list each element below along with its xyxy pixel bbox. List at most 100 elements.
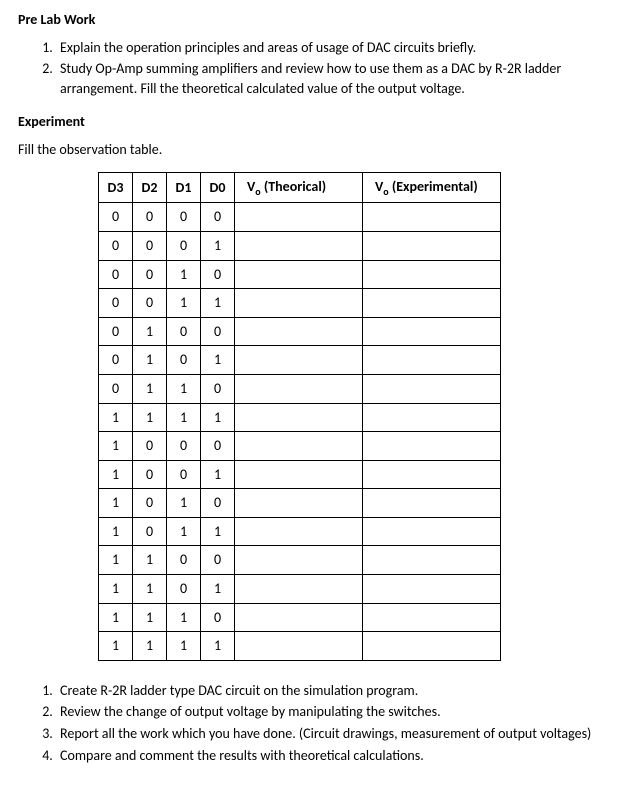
cell-vo-theorical xyxy=(235,403,363,432)
cell-d1: 1 xyxy=(167,489,201,518)
table-row: 1101 xyxy=(99,575,501,604)
cell-d3: 1 xyxy=(99,517,133,546)
cell-vo-experimental xyxy=(363,489,501,518)
cell-d1: 0 xyxy=(167,575,201,604)
experiment-heading: Experiment xyxy=(18,112,609,132)
table-row: 0001 xyxy=(99,231,501,260)
cell-d0: 0 xyxy=(201,603,235,632)
cell-d3: 1 xyxy=(99,603,133,632)
cell-d2: 0 xyxy=(133,489,167,518)
cell-d3: 1 xyxy=(99,546,133,575)
col-d2-header: D2 xyxy=(133,172,167,203)
cell-d3: 0 xyxy=(99,289,133,318)
cell-vo-experimental xyxy=(363,460,501,489)
cell-vo-theorical xyxy=(235,460,363,489)
cell-vo-theorical xyxy=(235,546,363,575)
cell-vo-experimental xyxy=(363,632,501,661)
cell-d3: 0 xyxy=(99,346,133,375)
table-row: 1110 xyxy=(99,603,501,632)
cell-d3: 0 xyxy=(99,231,133,260)
table-row: 0100 xyxy=(99,317,501,346)
col-vo-theorical-header: Vo (Theorical) xyxy=(235,172,363,203)
prelab-heading: Pre Lab Work xyxy=(18,10,609,30)
cell-vo-experimental xyxy=(363,203,501,232)
experiment-step: Review the change of output voltage by m… xyxy=(56,702,609,722)
cell-vo-experimental xyxy=(363,260,501,289)
cell-d0: 1 xyxy=(201,460,235,489)
cell-vo-experimental xyxy=(363,231,501,260)
cell-d3: 0 xyxy=(99,317,133,346)
col-d1-header: D1 xyxy=(167,172,201,203)
cell-vo-theorical xyxy=(235,260,363,289)
table-row: 1000 xyxy=(99,432,501,461)
cell-d2: 0 xyxy=(133,260,167,289)
col-d3-header: D3 xyxy=(99,172,133,203)
prelab-item: Study Op-Amp summing amplifiers and revi… xyxy=(56,59,609,98)
cell-vo-theorical xyxy=(235,632,363,661)
cell-vo-experimental xyxy=(363,575,501,604)
cell-d1: 0 xyxy=(167,346,201,375)
cell-vo-theorical xyxy=(235,203,363,232)
cell-d3: 1 xyxy=(99,632,133,661)
cell-vo-experimental xyxy=(363,432,501,461)
prelab-item: Explain the operation principles and are… xyxy=(56,38,609,58)
table-row: 1111 xyxy=(99,403,501,432)
cell-vo-theorical xyxy=(235,489,363,518)
cell-vo-theorical xyxy=(235,517,363,546)
cell-d3: 0 xyxy=(99,374,133,403)
table-row: 0010 xyxy=(99,260,501,289)
experiment-section: Experiment Fill the observation table. D… xyxy=(18,112,609,765)
cell-d0: 0 xyxy=(201,489,235,518)
cell-d0: 0 xyxy=(201,317,235,346)
cell-d3: 0 xyxy=(99,203,133,232)
table-row: 0101 xyxy=(99,346,501,375)
cell-d0: 0 xyxy=(201,546,235,575)
cell-d1: 0 xyxy=(167,460,201,489)
cell-vo-experimental xyxy=(363,603,501,632)
cell-d1: 0 xyxy=(167,546,201,575)
cell-vo-theorical xyxy=(235,603,363,632)
cell-d2: 1 xyxy=(133,575,167,604)
col-vo-experimental-header: Vo (Experimental) xyxy=(363,172,501,203)
experiment-step: Create R-2R ladder type DAC circuit on t… xyxy=(56,681,609,701)
cell-d1: 0 xyxy=(167,317,201,346)
cell-d3: 1 xyxy=(99,403,133,432)
cell-d2: 0 xyxy=(133,460,167,489)
cell-d3: 1 xyxy=(99,460,133,489)
table-row: 1011 xyxy=(99,517,501,546)
cell-d2: 0 xyxy=(133,203,167,232)
cell-d3: 1 xyxy=(99,489,133,518)
cell-vo-experimental xyxy=(363,546,501,575)
cell-d1: 0 xyxy=(167,231,201,260)
cell-vo-theorical xyxy=(235,346,363,375)
prelab-section: Pre Lab Work Explain the operation princ… xyxy=(18,10,609,98)
cell-d1: 1 xyxy=(167,517,201,546)
cell-vo-experimental xyxy=(363,317,501,346)
cell-d0: 1 xyxy=(201,632,235,661)
vo-th-suffix: (Theorical) xyxy=(261,178,326,195)
cell-d0: 0 xyxy=(201,374,235,403)
cell-d3: 1 xyxy=(99,575,133,604)
cell-d0: 1 xyxy=(201,289,235,318)
experiment-steps-list: Create R-2R ladder type DAC circuit on t… xyxy=(18,681,609,765)
table-row: 1111 xyxy=(99,632,501,661)
cell-d2: 0 xyxy=(133,289,167,318)
table-row: 1100 xyxy=(99,546,501,575)
cell-d2: 0 xyxy=(133,231,167,260)
cell-vo-theorical xyxy=(235,575,363,604)
cell-d2: 1 xyxy=(133,317,167,346)
cell-d0: 1 xyxy=(201,575,235,604)
cell-vo-theorical xyxy=(235,317,363,346)
cell-d0: 0 xyxy=(201,432,235,461)
cell-d1: 1 xyxy=(167,603,201,632)
cell-vo-experimental xyxy=(363,403,501,432)
cell-d2: 0 xyxy=(133,517,167,546)
table-body: 0000000100100011010001010110111110001001… xyxy=(99,203,501,661)
cell-d1: 0 xyxy=(167,203,201,232)
cell-d3: 0 xyxy=(99,260,133,289)
cell-d0: 1 xyxy=(201,517,235,546)
cell-d0: 1 xyxy=(201,346,235,375)
table-header-row: D3 D2 D1 D0 Vo (Theorical) Vo (Experimen… xyxy=(99,172,501,203)
experiment-step: Compare and comment the results with the… xyxy=(56,746,609,766)
cell-vo-theorical xyxy=(235,374,363,403)
